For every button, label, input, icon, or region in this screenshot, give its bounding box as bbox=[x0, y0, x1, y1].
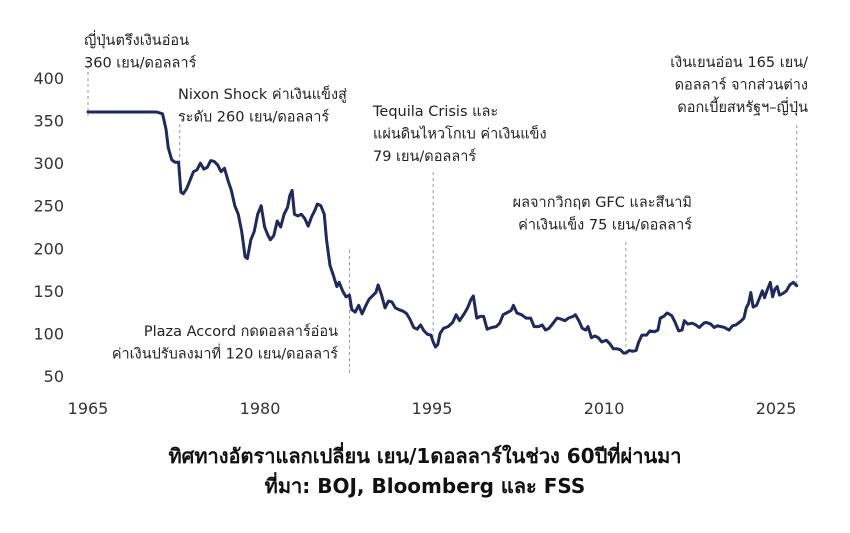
annotation-text: Nixon Shock ค่าเงินแข็งสู่ bbox=[178, 84, 347, 103]
x-tick-label: 1995 bbox=[412, 399, 453, 418]
annotation-text: ระดับ 260 เยน/ดอลลาร์ bbox=[178, 109, 329, 126]
annotation-text: Plaza Accord กดดอลลาร์อ่อน bbox=[144, 323, 338, 340]
price-line bbox=[86, 110, 799, 355]
y-tick-label: 100 bbox=[33, 324, 64, 343]
annotation-text: ญี่ปุ่นตรึงเงินอ่อน bbox=[84, 30, 189, 49]
y-tick-label: 50 bbox=[44, 367, 64, 386]
annotation-text: ค่าเงินแข็ง 75 เยน/ดอลลาร์ bbox=[518, 215, 692, 234]
y-tick-label: 200 bbox=[33, 239, 64, 258]
y-tick-label: 300 bbox=[33, 154, 64, 173]
annotation-text: Tequila Crisis และ bbox=[372, 104, 498, 120]
chart-title: ทิศทางอัตราแลกเปลี่ยน เยน/1ดอลลาร์ในช่วง… bbox=[168, 441, 681, 468]
annotation-text: ดอลลาร์ จากส่วนต่าง bbox=[675, 77, 808, 94]
x-tick-label: 2025 bbox=[756, 399, 797, 418]
annotation-text: 360 เยน/ดอลลาร์ bbox=[84, 55, 197, 72]
annotation-text: 79 เยน/ดอลลาร์ bbox=[373, 148, 476, 165]
annotation-text: ค่าเงินปรับลงมาที่ 120 เยน/ดอลลาร์ bbox=[112, 344, 338, 363]
annotation-text: ดอกเบี้ยสหรัฐฯ–ญี่ปุ่น bbox=[677, 96, 808, 116]
chart-source: ที่มา: BOJ, Bloomberg และ FSS bbox=[265, 471, 586, 498]
y-tick-label: 400 bbox=[33, 69, 64, 88]
x-tick-label: 2010 bbox=[584, 399, 625, 418]
y-tick-label: 350 bbox=[33, 112, 64, 131]
y-tick-label: 250 bbox=[33, 197, 64, 216]
y-tick-label: 150 bbox=[33, 282, 64, 301]
x-tick-label: 1965 bbox=[68, 399, 109, 418]
annotation-text: แผ่นดินไหวโกเบ ค่าเงินแข็ง bbox=[373, 124, 547, 143]
x-tick-label: 1980 bbox=[240, 399, 281, 418]
annotation-text: ผลจากวิกฤต GFC และสึนามิ bbox=[513, 195, 692, 211]
annotation-text: เงินเยนอ่อน 165 เยน/ bbox=[670, 55, 808, 71]
